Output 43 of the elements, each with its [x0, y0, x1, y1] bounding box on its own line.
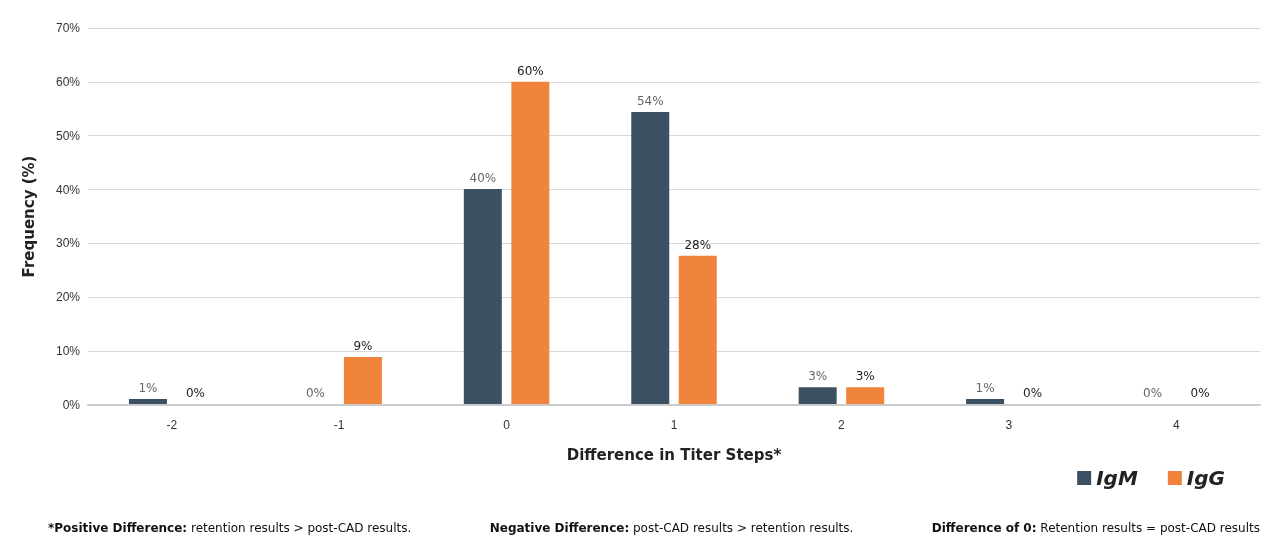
x-tick-label: 0	[503, 418, 511, 432]
x-tick-label: 3	[1005, 418, 1013, 432]
bar	[678, 255, 717, 405]
bar	[631, 112, 670, 405]
bar	[511, 81, 550, 405]
text: Negative Difference: post-CAD results > retention results.	[489, 521, 854, 535]
legend-label: IgM	[1096, 466, 1138, 490]
bar	[798, 387, 837, 405]
data-label: 54%	[636, 94, 664, 109]
y-tick-label: 0%	[62, 398, 81, 412]
data-label: 0%	[1190, 386, 1210, 400]
data-label: 1%	[138, 381, 158, 396]
bar	[463, 189, 502, 405]
x-axis-title: Difference in Titer Steps*	[566, 445, 782, 464]
y-tick-label: 40%	[55, 182, 81, 197]
bar	[846, 387, 885, 405]
y-tick-label: 60%	[55, 74, 81, 89]
data-label: 40%	[469, 171, 497, 186]
data-label: 3%	[808, 369, 828, 384]
text: Difference of 0: Retention results = post-CAD results	[931, 521, 1260, 535]
data-label: 0%	[1023, 386, 1043, 400]
y-tick-label: 10%	[55, 344, 81, 359]
data-label: 3%	[855, 369, 875, 384]
y-tick-label: 30%	[55, 236, 81, 251]
data-label: 1%	[975, 381, 995, 396]
data-label: 9%	[353, 339, 373, 354]
x-tick-label: 2	[838, 418, 846, 432]
x-tick-label: 4	[1172, 418, 1180, 432]
y-tick-label: 50%	[55, 128, 81, 143]
x-tick-label: -2	[166, 418, 178, 432]
y-tick-label: 20%	[55, 290, 81, 305]
data-label: 60%	[516, 63, 544, 78]
y-tick-label: 70%	[55, 21, 81, 35]
data-label: 28%	[684, 237, 712, 252]
text: *Positive Difference: retention results > post-CAD results.	[48, 521, 412, 535]
data-label: 0%	[185, 386, 205, 400]
data-label: 0%	[305, 386, 325, 400]
x-tick-label: 1	[670, 418, 678, 432]
data-label: 0%	[1143, 386, 1163, 400]
x-tick-label: -1	[333, 418, 345, 432]
legend-label: IgG	[1186, 466, 1226, 490]
bar	[343, 357, 382, 405]
y-axis-title: Frequency (%)	[19, 155, 38, 278]
